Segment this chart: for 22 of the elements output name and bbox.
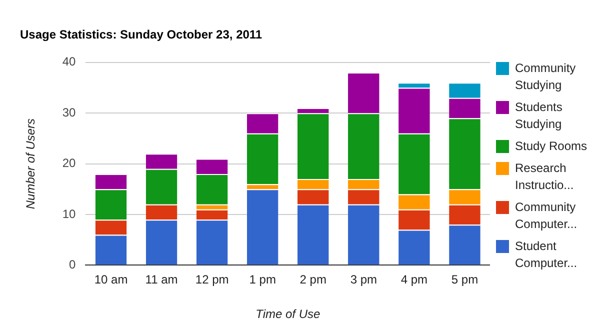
legend-label: Students Studying	[515, 99, 564, 133]
x-tick-label: 1 pm	[249, 272, 276, 287]
x-tick-label: 2 pm	[300, 272, 326, 287]
x-tick-label: 11 am	[145, 272, 178, 287]
x-tick-label: 5 pm	[451, 272, 478, 287]
y-tick-label: 30	[62, 105, 76, 120]
y-tick-label: 10	[62, 206, 76, 221]
x-tick-label: 3 pm	[350, 272, 378, 287]
y-tick-label: 20	[62, 156, 76, 170]
legend-label: Student Computer...	[515, 238, 578, 272]
x-tick-label: 4 pm	[400, 272, 428, 287]
legend-label: Study Rooms	[515, 138, 588, 155]
chart-title: Usage Statistics: Sunday October 23, 2011	[20, 28, 262, 42]
legend-label: Research Instructio...	[515, 160, 575, 194]
legend-label: Community Studying	[515, 60, 577, 94]
x-axis-title: Time of Use	[256, 307, 320, 322]
legend-label: Community Computer...	[515, 199, 578, 233]
x-tick-label: 10 am	[94, 272, 128, 287]
y-axis-title: Number of Users	[24, 118, 38, 210]
y-tick-label: 0	[69, 258, 76, 272]
x-tick-label: 12 pm	[195, 272, 229, 287]
y-tick-label: 40	[62, 54, 76, 69]
